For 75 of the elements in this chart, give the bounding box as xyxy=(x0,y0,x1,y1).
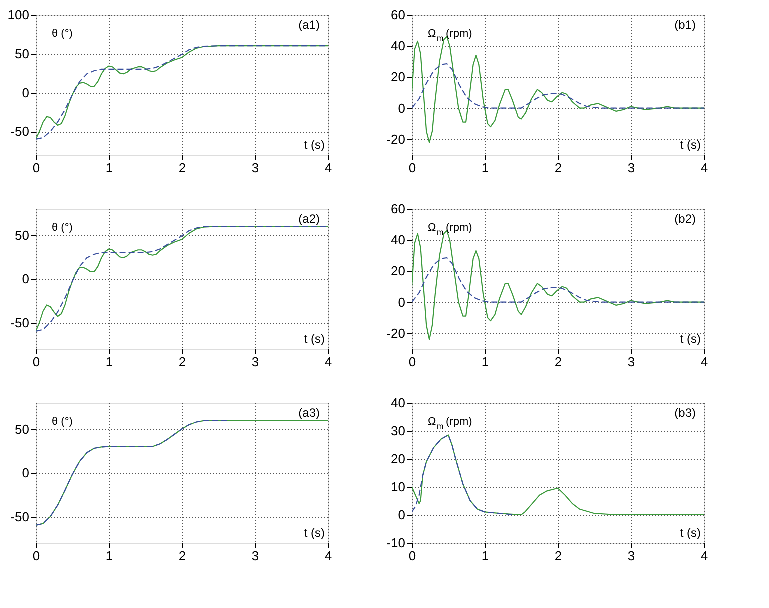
annotation: (b1) xyxy=(674,18,696,32)
y-tick-label: 50 xyxy=(15,422,30,437)
annotation: (b2) xyxy=(674,212,696,226)
x-axis-title: t (s) xyxy=(680,332,701,346)
y-tick-label: 0 xyxy=(398,508,406,522)
x-axis-title: t (s) xyxy=(680,138,701,152)
y-tick-label: -20 xyxy=(386,132,406,147)
x-tick-label: 2 xyxy=(554,548,562,564)
y-tick-label: 0 xyxy=(22,466,30,480)
y-tick-label: 50 xyxy=(15,228,30,243)
y-tick-label: -50 xyxy=(10,124,30,140)
x-axis-title: t (s) xyxy=(304,526,325,540)
line-series xyxy=(36,46,328,140)
x-tick-label: 4 xyxy=(324,160,332,176)
y-tick-label: 0 xyxy=(22,272,30,286)
x-tick-label: 4 xyxy=(700,548,708,564)
y-tick-label: 0 xyxy=(22,85,30,100)
x-tick-label: 0 xyxy=(32,548,40,564)
y-tick-label: 60 xyxy=(391,8,406,22)
x-tick-label: 1 xyxy=(482,548,490,564)
x-tick-label: 0 xyxy=(408,548,416,564)
line-series xyxy=(412,434,515,516)
y-tick-label: 60 xyxy=(391,202,406,216)
x-tick-label: 2 xyxy=(554,354,562,370)
x-tick-label: 3 xyxy=(628,354,636,370)
y-axis-title: θ (°) xyxy=(52,28,73,40)
x-tick-label: 1 xyxy=(106,548,114,564)
annotation: (a2) xyxy=(298,212,320,226)
y-tick-label: -50 xyxy=(10,509,30,524)
x-tick-label: 0 xyxy=(32,160,40,176)
y-tick-label: 40 xyxy=(391,38,406,54)
annotation: (a3) xyxy=(298,406,320,420)
y-tick-label: 0 xyxy=(398,100,406,116)
y-tick-label: 40 xyxy=(391,232,406,248)
y-tick-label: -10 xyxy=(386,536,406,550)
x-tick-label: 2 xyxy=(178,354,186,370)
x-tick-label: 0 xyxy=(32,354,40,370)
x-tick-label: 4 xyxy=(700,354,708,370)
x-axis-title: t (s) xyxy=(304,138,325,152)
y-tick-label: -20 xyxy=(386,326,406,341)
x-tick-label: 3 xyxy=(252,354,260,370)
x-tick-label: 2 xyxy=(554,160,562,176)
x-tick-label: 1 xyxy=(482,160,490,176)
y-tick-label: 100 xyxy=(8,8,30,22)
y-tick-label: 40 xyxy=(391,396,406,410)
y-axis-title: θ (°) xyxy=(52,222,73,234)
y-tick-label: 10 xyxy=(391,480,406,494)
y-tick-label: 0 xyxy=(398,294,406,310)
y-axis-title: θ (°) xyxy=(52,416,73,428)
y-tick-label: 20 xyxy=(391,70,406,85)
x-tick-label: 2 xyxy=(178,160,186,176)
x-tick-label: 4 xyxy=(700,160,708,176)
x-tick-label: 0 xyxy=(408,354,416,370)
line-series xyxy=(412,63,704,109)
x-tick-label: 1 xyxy=(106,354,114,370)
x-tick-label: 3 xyxy=(628,548,636,564)
x-tick-label: 4 xyxy=(324,548,332,564)
x-tick-label: 0 xyxy=(408,160,416,176)
y-tick-label: 30 xyxy=(391,424,406,438)
y-tick-label: -50 xyxy=(10,315,30,330)
x-tick-label: 3 xyxy=(252,548,260,564)
annotation: (b3) xyxy=(674,406,696,420)
x-axis-title: t (s) xyxy=(304,332,325,346)
x-tick-label: 1 xyxy=(482,354,490,370)
y-tick-label: 20 xyxy=(391,452,406,466)
line-series xyxy=(412,257,704,303)
y-tick-label: 20 xyxy=(391,264,406,279)
y-tick-label: 50 xyxy=(15,46,30,62)
x-tick-label: 3 xyxy=(628,160,636,176)
x-axis-title: t (s) xyxy=(680,526,701,540)
x-tick-label: 3 xyxy=(252,160,260,176)
x-tick-label: 1 xyxy=(106,160,114,176)
annotation: (a1) xyxy=(298,18,320,32)
x-tick-label: 4 xyxy=(324,354,332,370)
x-tick-label: 2 xyxy=(178,548,186,564)
